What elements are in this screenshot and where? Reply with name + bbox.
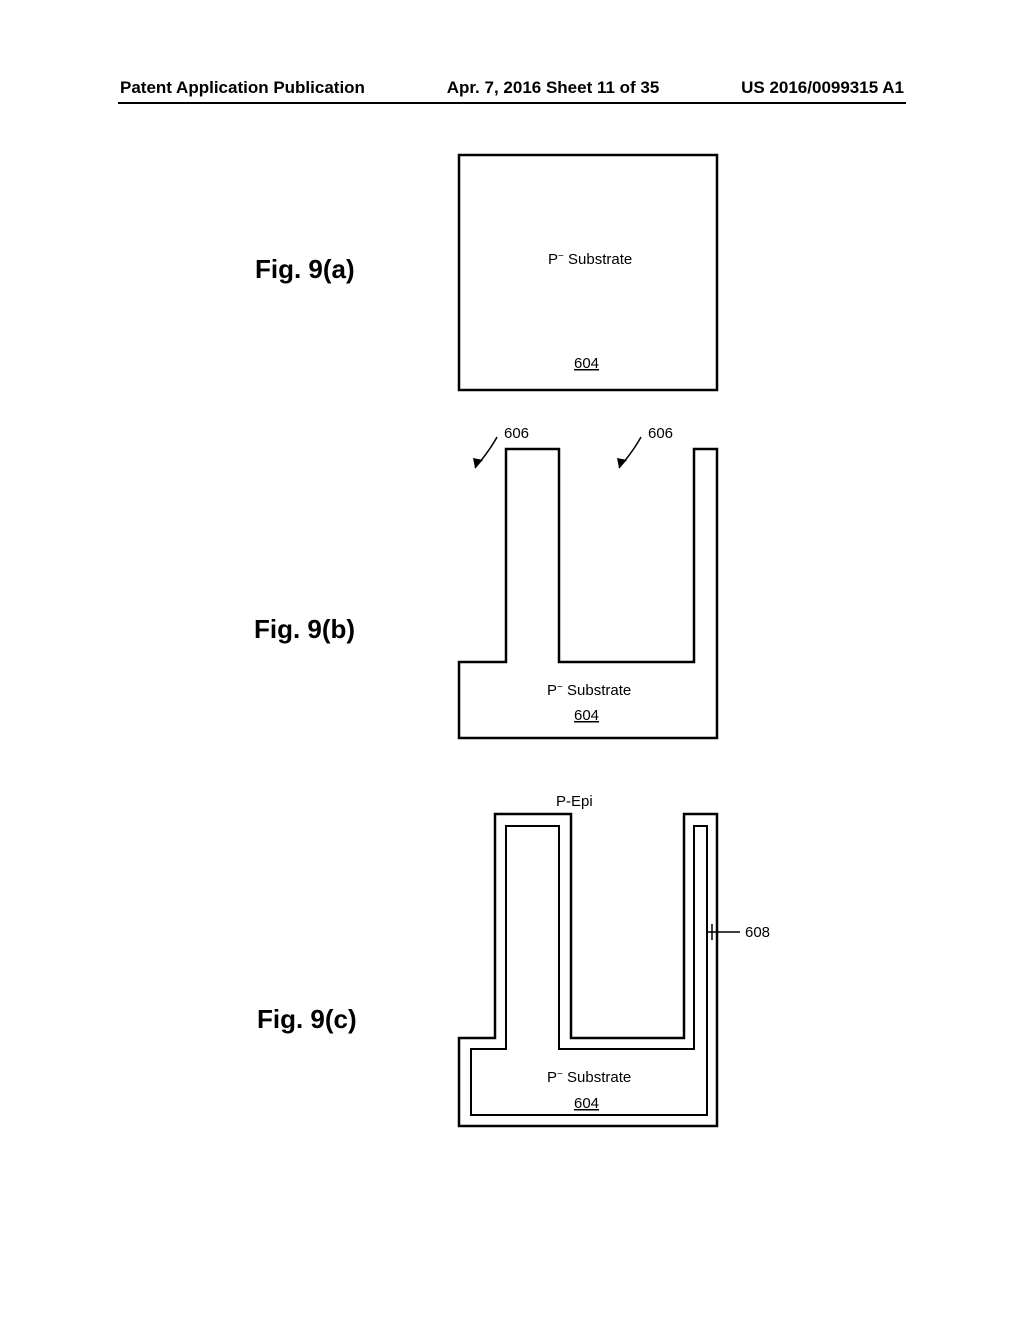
- fig-9b-substrate-text: P− Substrate: [547, 682, 631, 700]
- fig-9a-diagram: P− Substrate 604: [459, 155, 717, 390]
- fig-9c-substrate-text: P− Substrate: [547, 1069, 631, 1087]
- fig-9c-ref-604: 604: [574, 1095, 599, 1112]
- fig-9b-ref-604: 604: [574, 707, 599, 724]
- fig-9b-callout-606-2: 606: [648, 425, 673, 442]
- fig-9c-pepi-text: P-Epi: [556, 793, 593, 810]
- fig-9a-substrate-text: P− Substrate: [548, 251, 632, 269]
- fig-9a-ref-604: 604: [574, 355, 599, 372]
- fig-9b-diagram: P− Substrate 604 606 606: [459, 425, 717, 738]
- diagram-canvas: P− Substrate 604 P− Substrate 604 606 60…: [0, 0, 1024, 1320]
- fig-9c-callout-608: 608: [745, 924, 770, 941]
- fig-9b-callout-606-1: 606: [504, 425, 529, 442]
- fig-9c-diagram: P-Epi P− Substrate 604 608: [459, 793, 770, 1126]
